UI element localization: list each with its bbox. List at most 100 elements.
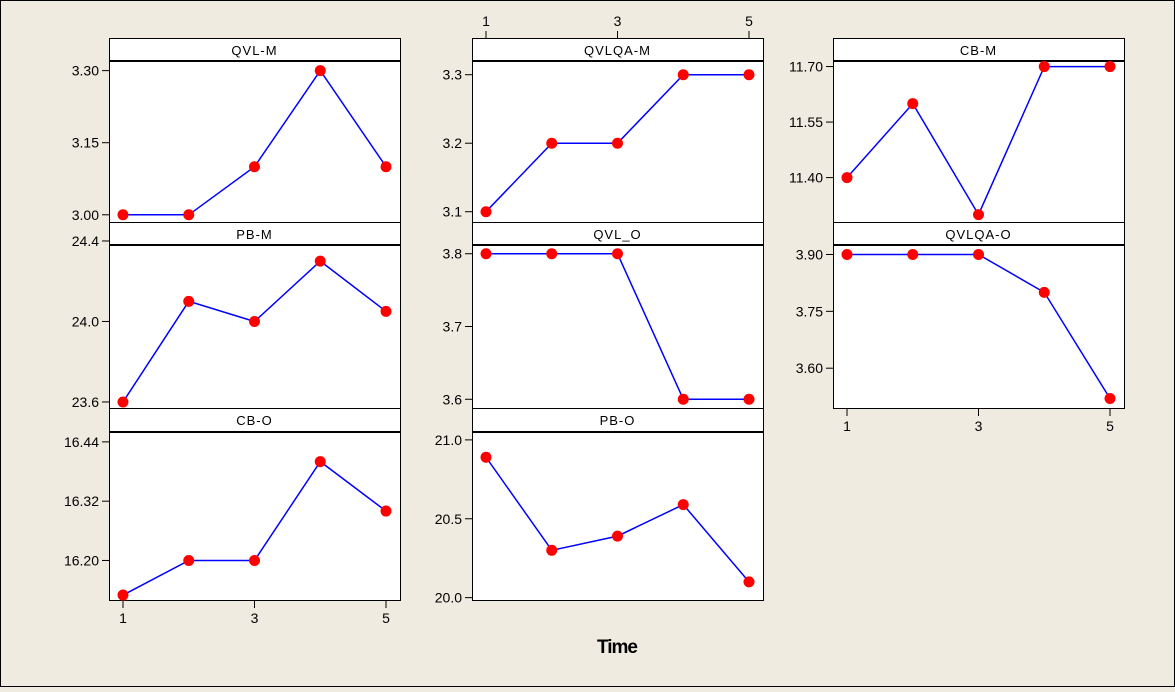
data-point bbox=[480, 206, 492, 218]
data-point bbox=[183, 554, 195, 566]
panel-title: CB-O bbox=[236, 413, 273, 428]
panel-qvlqa-o: QVLQA-O 3.60 3.75 3.90 bbox=[796, 222, 1125, 409]
y-tick-label: 21.0 bbox=[435, 432, 462, 448]
data-point bbox=[1104, 61, 1116, 73]
data-point bbox=[480, 451, 492, 463]
x-axis-title: Time bbox=[597, 637, 637, 658]
y-tick-label: 24.0 bbox=[72, 313, 99, 329]
data-point bbox=[1104, 393, 1116, 405]
x-axis-col2-top: 1 3 5 bbox=[482, 13, 753, 38]
x-tick-label: 5 bbox=[1106, 418, 1114, 434]
data-point bbox=[380, 161, 392, 173]
panel-box bbox=[472, 408, 764, 601]
panel-title: QVLQA-O bbox=[945, 227, 1011, 242]
y-tick-label: 3.3 bbox=[443, 67, 463, 83]
data-point bbox=[546, 248, 558, 260]
data-point bbox=[973, 248, 984, 260]
y-tick-label: 3.8 bbox=[443, 246, 463, 262]
y-tick-label: 11.40 bbox=[789, 170, 823, 186]
data-point bbox=[117, 589, 129, 601]
data-point bbox=[973, 209, 984, 221]
data-point bbox=[612, 248, 623, 260]
data-point bbox=[677, 393, 689, 405]
y-tick-label: 20.0 bbox=[435, 590, 462, 606]
data-point bbox=[546, 544, 558, 556]
y-tick-label: 24.4 bbox=[72, 233, 99, 249]
data-point bbox=[249, 315, 260, 327]
x-tick-label: 1 bbox=[119, 610, 127, 626]
panel-box bbox=[109, 38, 401, 223]
data-point bbox=[677, 69, 689, 81]
data-point bbox=[907, 248, 919, 260]
panel-qvl-m: QVL-M 3.00 3.15 3.30 bbox=[72, 38, 401, 223]
panel-pb-o: PB-O 20.0 20.5 21.0 bbox=[435, 408, 764, 606]
y-tick-label: 3.1 bbox=[443, 204, 463, 220]
data-point bbox=[249, 161, 260, 173]
y-tick-label: 16.20 bbox=[64, 552, 99, 568]
y-tick-label: 11.55 bbox=[789, 114, 823, 130]
data-point bbox=[117, 209, 129, 221]
data-point bbox=[612, 530, 623, 542]
y-tick-label: 3.15 bbox=[72, 135, 99, 151]
panel-box bbox=[833, 38, 1125, 223]
y-tick-label: 23.6 bbox=[72, 394, 99, 410]
panel-title: QVL_O bbox=[593, 227, 641, 242]
y-tick-label: 3.6 bbox=[443, 391, 463, 407]
panel-qvlqa-m: QVLQA-M 3.1 3.2 3.3 bbox=[443, 38, 764, 223]
data-point bbox=[841, 172, 853, 184]
data-point bbox=[183, 295, 195, 307]
data-point bbox=[183, 209, 195, 221]
panel-title: QVLQA-M bbox=[584, 43, 651, 58]
x-axis-col3-bottom: 1 3 5 bbox=[843, 409, 1114, 434]
y-tick-label: 3.60 bbox=[796, 360, 823, 376]
y-tick-label: 3.90 bbox=[796, 246, 823, 262]
x-tick-label: 1 bbox=[843, 418, 851, 434]
data-point bbox=[743, 69, 755, 81]
data-point bbox=[314, 255, 326, 267]
data-point bbox=[743, 576, 755, 588]
data-point bbox=[314, 456, 326, 468]
x-axis-col1-bottom: 1 3 5 bbox=[119, 601, 390, 626]
data-point bbox=[546, 137, 558, 149]
x-tick-label: 1 bbox=[482, 13, 490, 29]
data-point bbox=[117, 396, 129, 408]
panel-box bbox=[109, 222, 401, 409]
y-tick-label: 3.75 bbox=[796, 303, 823, 319]
data-point bbox=[380, 505, 392, 517]
x-tick-label: 5 bbox=[745, 13, 753, 29]
data-point bbox=[1038, 61, 1050, 73]
data-point bbox=[612, 137, 623, 149]
data-point bbox=[380, 305, 392, 317]
panel-cb-o: CB-O 16.20 16.32 16.44 bbox=[64, 408, 401, 601]
data-point bbox=[480, 248, 492, 260]
data-point bbox=[249, 554, 260, 566]
y-tick-label: 16.32 bbox=[64, 493, 99, 509]
data-point bbox=[677, 499, 689, 511]
x-tick-label: 3 bbox=[614, 13, 622, 29]
data-point bbox=[743, 393, 755, 405]
panel-cb-m: CB-M 11.40 11.55 11.70 bbox=[789, 38, 1125, 223]
panel-box bbox=[109, 408, 401, 601]
y-tick-label: 20.5 bbox=[435, 511, 462, 527]
panel-title: PB-O bbox=[600, 413, 636, 428]
y-tick-label: 16.44 bbox=[64, 434, 99, 450]
panel-pb-m: PB-M 23.6 24.0 24.4 bbox=[72, 222, 401, 410]
data-point bbox=[314, 65, 326, 77]
panel-box bbox=[472, 38, 764, 223]
data-point bbox=[907, 98, 919, 110]
y-tick-label: 3.00 bbox=[72, 207, 99, 223]
panel-title: CB-M bbox=[960, 43, 997, 58]
y-tick-label: 3.7 bbox=[443, 319, 463, 335]
panel-title: PB-M bbox=[236, 227, 273, 242]
y-tick-label: 11.70 bbox=[789, 59, 823, 75]
panel-title: QVL-M bbox=[231, 43, 277, 58]
data-point bbox=[841, 248, 853, 260]
y-tick-label: 3.2 bbox=[443, 135, 463, 151]
x-tick-label: 3 bbox=[251, 610, 259, 626]
x-tick-label: 3 bbox=[975, 418, 983, 434]
y-tick-label: 3.30 bbox=[72, 63, 99, 79]
data-point bbox=[1038, 286, 1050, 298]
panel-qvl-o: QVL_O 3.6 3.7 3.8 bbox=[443, 222, 764, 409]
